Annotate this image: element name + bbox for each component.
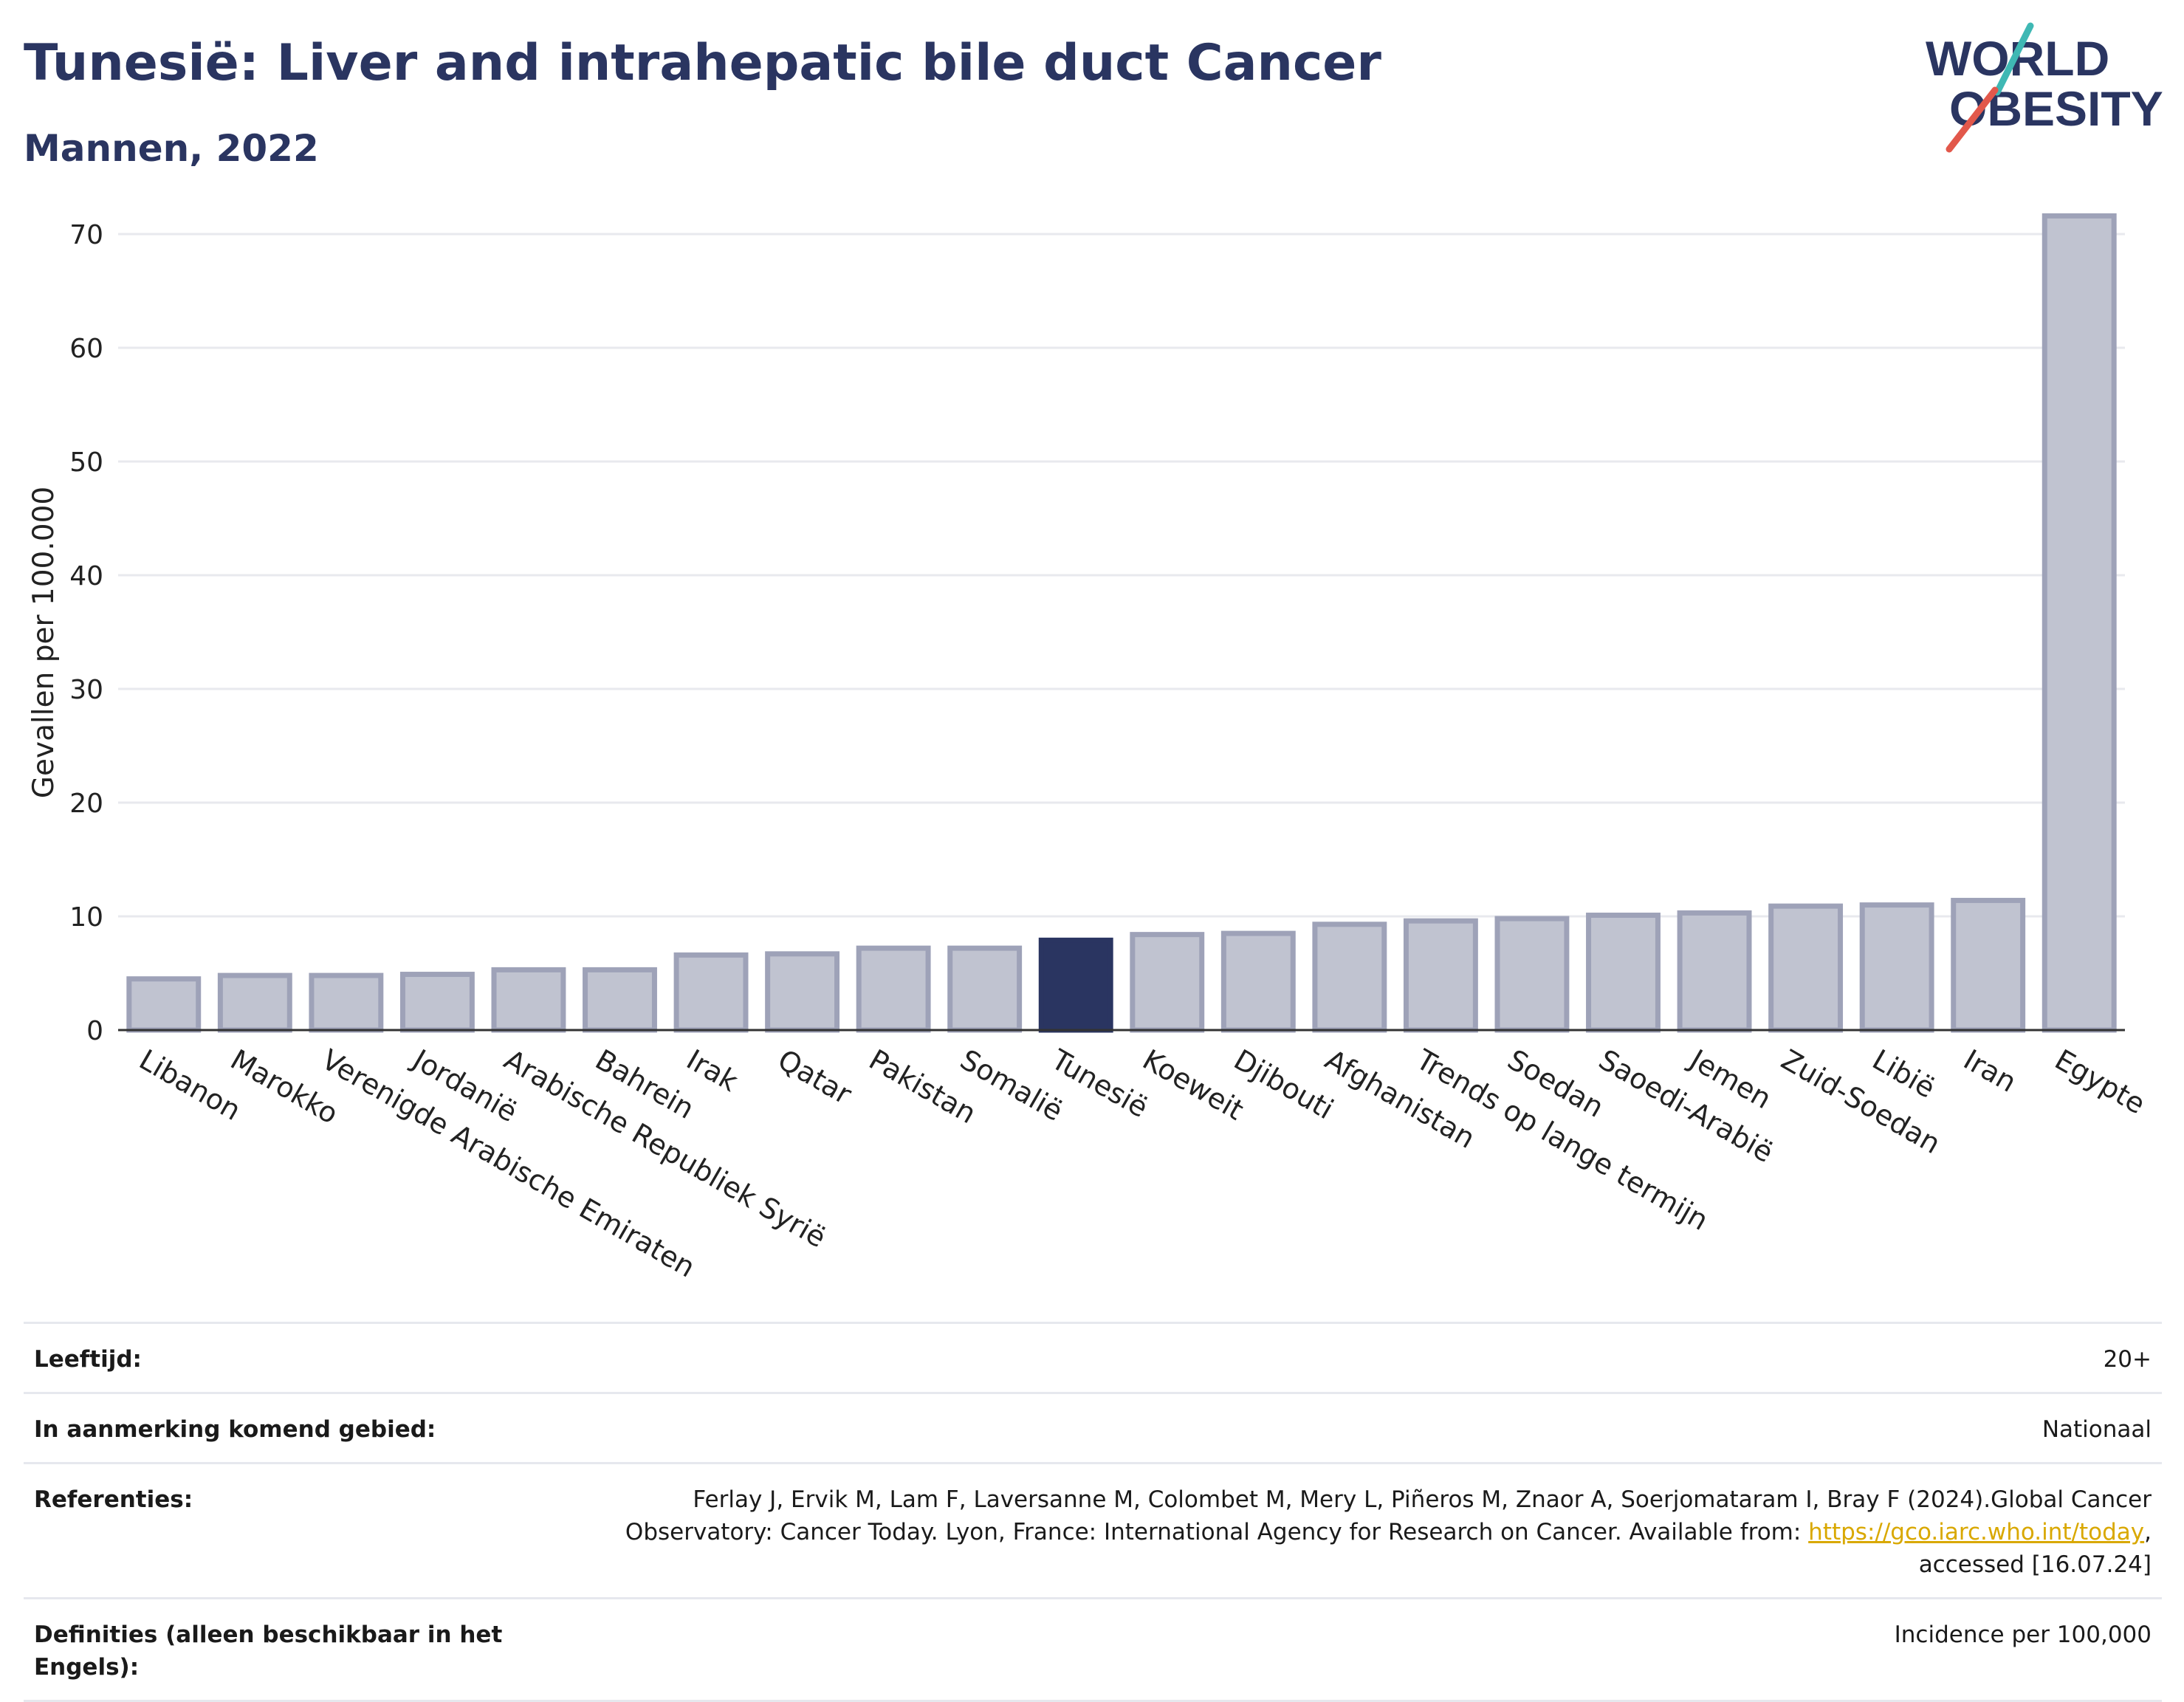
bar-zuid-soedan[interactable] [1768, 903, 1844, 1033]
page-subtitle: Mannen, 2022 [24, 127, 319, 170]
references-text: Ferlay J, Ervik M, Lam F, Laversanne M, … [625, 1486, 2152, 1545]
definitions-label: Definities (alleen beschikbaar in het En… [34, 1622, 503, 1681]
bar-pakistan[interactable] [856, 945, 931, 1033]
age-value: 20+ [2103, 1346, 2152, 1373]
world-obesity-logo: WORLD OBESITY [1926, 22, 2163, 153]
bar-somali-[interactable] [947, 945, 1023, 1033]
bar-trends-op-lange-termijn[interactable] [1403, 918, 1478, 1033]
references-label: Referenties: [34, 1486, 193, 1513]
references-value: Ferlay J, Ervik M, Lam F, Laversanne M, … [506, 1483, 2152, 1581]
bar-jemen[interactable] [1677, 910, 1752, 1033]
bar-irak[interactable] [673, 952, 749, 1033]
metadata-table: Leeftijd: 20+ In aanmerking komend gebie… [24, 1322, 2162, 1702]
y-tick-label: 30 [69, 675, 103, 705]
bars [126, 213, 2117, 1033]
x-tick-label: Iran [1958, 1043, 2022, 1099]
meta-row-references: Referenties: Ferlay J, Ervik M, Lam F, L… [24, 1462, 2162, 1597]
bar-verenigde-arabische-emiraten[interactable] [309, 972, 384, 1033]
logo-slash-teal [1994, 22, 2034, 96]
bar-soedan[interactable] [1494, 916, 1570, 1033]
bar-arabische-republiek-syri-[interactable] [491, 967, 566, 1033]
area-label: In aanmerking komend gebied: [34, 1416, 436, 1443]
bar-qatar[interactable] [765, 951, 840, 1033]
gridlines [118, 233, 2125, 918]
bar-iran[interactable] [1951, 897, 2026, 1033]
x-tick-label: Libanon [134, 1043, 246, 1127]
bar-tunesi-[interactable] [1038, 937, 1113, 1033]
bar-afghanistan[interactable] [1312, 922, 1387, 1033]
bar-libi-[interactable] [1859, 902, 1934, 1033]
meta-row-area: In aanmerking komend gebied: Nationaal [24, 1392, 2162, 1462]
y-tick-label: 10 [69, 902, 103, 933]
y-tick-label: 0 [86, 1016, 103, 1046]
bar-marokko[interactable] [217, 972, 292, 1033]
x-tick-label: Irak [681, 1043, 744, 1098]
y-axis-label: Gevallen per 100.000 [27, 487, 61, 798]
age-label: Leeftijd: [34, 1346, 142, 1373]
bar-koeweit[interactable] [1130, 932, 1205, 1033]
x-tick-label: Tunesië [1045, 1043, 1153, 1124]
bar-egypte[interactable] [2042, 213, 2117, 1033]
bar-saoedi-arabi-[interactable] [1586, 912, 1661, 1033]
y-tick-label: 20 [69, 789, 103, 819]
meta-row-age: Leeftijd: 20+ [24, 1322, 2162, 1392]
bar-bahrein[interactable] [583, 967, 657, 1033]
x-tick-label: Qatar [772, 1043, 857, 1111]
bar-djibouti[interactable] [1220, 930, 1296, 1033]
bar-libanon[interactable] [126, 976, 202, 1033]
meta-row-definitions: Definities (alleen beschikbaar in het En… [24, 1597, 2162, 1702]
y-tick-label: 60 [69, 334, 103, 364]
bar-jordani-[interactable] [399, 972, 475, 1033]
x-tick-label: Djibouti [1229, 1043, 1339, 1126]
page-title: Tunesië: Liver and intrahepatic bile duc… [24, 34, 1381, 92]
x-tick-label: Egypte [2050, 1043, 2151, 1121]
area-value: Nationaal [2042, 1416, 2152, 1443]
logo-slash-red [1946, 86, 1999, 153]
y-tick-label: 40 [69, 561, 103, 591]
references-link[interactable]: https://gco.iarc.who.int/today [1808, 1519, 2145, 1545]
y-tick-label: 50 [69, 447, 103, 478]
y-tick-label: 70 [69, 220, 103, 250]
x-tick-label: Koeweit [1137, 1043, 1249, 1127]
references-accessed: , accessed [16.07.24] [1918, 1519, 2152, 1578]
definitions-value: Incidence per 100,000 [1894, 1622, 2152, 1648]
